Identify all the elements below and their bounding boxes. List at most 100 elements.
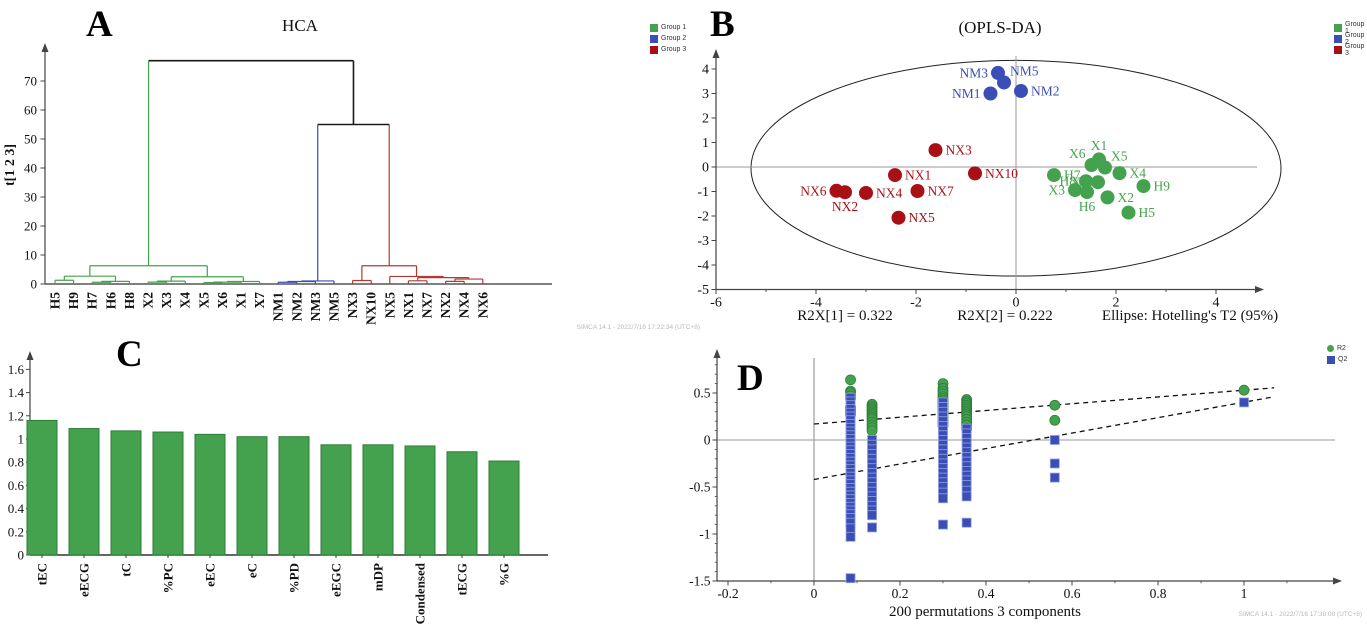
svg-text:0.6: 0.6	[1064, 586, 1081, 601]
legend-label: Group 1	[1345, 20, 1365, 35]
svg-text:NM3: NM3	[959, 65, 988, 80]
svg-text:X7: X7	[252, 292, 267, 309]
panel-letter-c: C	[116, 334, 143, 375]
legend-panel-b: Group 1 Group 2 Group 3	[1334, 20, 1367, 57]
svg-text:NX6: NX6	[475, 292, 490, 318]
svg-text:NX1: NX1	[401, 292, 416, 318]
svg-text:0: 0	[702, 161, 709, 176]
panel-letter-a: A	[86, 4, 113, 45]
legend-item: Group 1	[1334, 20, 1367, 35]
svg-text:NM2: NM2	[1031, 84, 1060, 99]
svg-text:NX6: NX6	[800, 183, 826, 198]
svg-text:NX5: NX5	[382, 292, 397, 318]
svg-text:4: 4	[1213, 296, 1220, 311]
svg-text:%G: %G	[497, 563, 512, 586]
legend-label: Group 1	[661, 24, 687, 31]
svg-text:X4: X4	[178, 292, 193, 309]
svg-text:H9: H9	[66, 292, 81, 310]
svg-text:1: 1	[18, 432, 25, 447]
svg-text:-2: -2	[697, 210, 709, 225]
svg-text:X3: X3	[1049, 183, 1066, 198]
svg-text:NM5: NM5	[1010, 63, 1039, 78]
svg-text:NX1: NX1	[905, 168, 931, 183]
svg-text:tECG: tECG	[455, 563, 470, 596]
legend-item: R2	[1327, 344, 1347, 353]
svg-text:50: 50	[24, 132, 37, 147]
svg-text:X3: X3	[159, 292, 174, 309]
permutation-xlabel: 200 permutations 3 components	[888, 604, 1082, 620]
group2-swatch-icon	[1334, 34, 1342, 43]
legend-panel-d: R2 Q2	[1327, 344, 1347, 364]
svg-text:0.6: 0.6	[8, 478, 25, 493]
svg-text:70: 70	[24, 74, 37, 89]
svg-text:NX5: NX5	[909, 210, 935, 225]
r2x2-annotation: R2X[2] = 0.222	[957, 308, 1053, 324]
svg-text:X1: X1	[234, 292, 249, 309]
svg-text:1.2: 1.2	[8, 408, 24, 423]
svg-text:0.4: 0.4	[978, 586, 995, 601]
svg-text:NM5: NM5	[327, 292, 342, 321]
legend-item: Group 2	[650, 34, 686, 43]
svg-text:eC: eC	[245, 563, 260, 578]
svg-text:4: 4	[702, 63, 709, 78]
svg-text:-3: -3	[697, 234, 709, 249]
legend-item: Q2	[1327, 355, 1347, 364]
svg-text:X6: X6	[215, 292, 230, 309]
svg-text:-4: -4	[697, 259, 709, 274]
svg-text:NX10: NX10	[364, 292, 379, 325]
legend-label: Group 2	[661, 35, 687, 42]
svg-text:-0.2: -0.2	[717, 586, 738, 601]
perm-series-q2	[845, 392, 1249, 584]
legend-label: Group 2	[1345, 31, 1365, 46]
q2-marker-icon	[1327, 355, 1335, 364]
svg-text:NX3: NX3	[345, 292, 360, 318]
svg-text:NX7: NX7	[928, 184, 954, 199]
svg-text:-1.5: -1.5	[689, 574, 711, 589]
svg-text:-1: -1	[697, 185, 709, 200]
svg-text:0: 0	[1013, 296, 1020, 311]
svg-text:H6: H6	[103, 292, 118, 310]
svg-text:eEC: eEC	[203, 563, 218, 587]
svg-text:H5: H5	[1139, 205, 1156, 220]
svg-text:NX4: NX4	[876, 185, 902, 200]
svg-text:0.2: 0.2	[892, 586, 909, 601]
svg-text:NX10: NX10	[985, 166, 1018, 181]
svg-text:X5: X5	[1111, 148, 1128, 163]
svg-text:40: 40	[24, 161, 37, 176]
svg-text:0: 0	[704, 433, 711, 448]
svg-text:0: 0	[31, 277, 38, 292]
svg-text:tC: tC	[119, 563, 134, 577]
group2-swatch-icon	[650, 34, 658, 43]
svg-text:tEC: tEC	[35, 563, 50, 585]
legend-item: Group 3	[650, 45, 686, 54]
svg-text:60: 60	[24, 103, 37, 118]
svg-text:1: 1	[1241, 586, 1248, 601]
svg-text:-2: -2	[910, 296, 922, 311]
legend-panel-a: Group 1 Group 2 Group 3	[650, 23, 686, 54]
svg-text:X2: X2	[141, 292, 156, 309]
svg-text:X1: X1	[1091, 138, 1108, 153]
svg-text:%PC: %PC	[161, 563, 176, 593]
svg-text:NX7: NX7	[420, 292, 435, 318]
simca-watermark-a: SIMCA 14.1 - 2022/7/16 17:22:34 (UTC+8)	[576, 324, 700, 331]
svg-text:1.4: 1.4	[8, 385, 25, 400]
panel-letter-d: D	[737, 358, 764, 399]
scatter-series-group-3: NX3 NX1 NX10 NX6 NX2 NX4 NX7 NX5	[800, 143, 1018, 226]
svg-text:NM1: NM1	[271, 292, 286, 321]
svg-text:0: 0	[18, 548, 25, 563]
group3-swatch-icon	[1334, 45, 1342, 54]
svg-text:H8: H8	[122, 292, 137, 310]
svg-text:NM1: NM1	[952, 86, 981, 101]
svg-text:H5: H5	[48, 292, 63, 310]
svg-text:0: 0	[811, 586, 818, 601]
svg-text:NX2: NX2	[832, 199, 858, 214]
svg-text:mDP: mDP	[371, 563, 386, 591]
svg-text:3: 3	[702, 87, 709, 102]
group3-swatch-icon	[650, 45, 658, 54]
svg-text:eEGC: eEGC	[329, 563, 344, 597]
panel-letter-b: B	[710, 4, 735, 45]
svg-text:eECG: eECG	[77, 563, 92, 597]
svg-text:20: 20	[24, 219, 37, 234]
svg-text:X5: X5	[196, 292, 211, 309]
